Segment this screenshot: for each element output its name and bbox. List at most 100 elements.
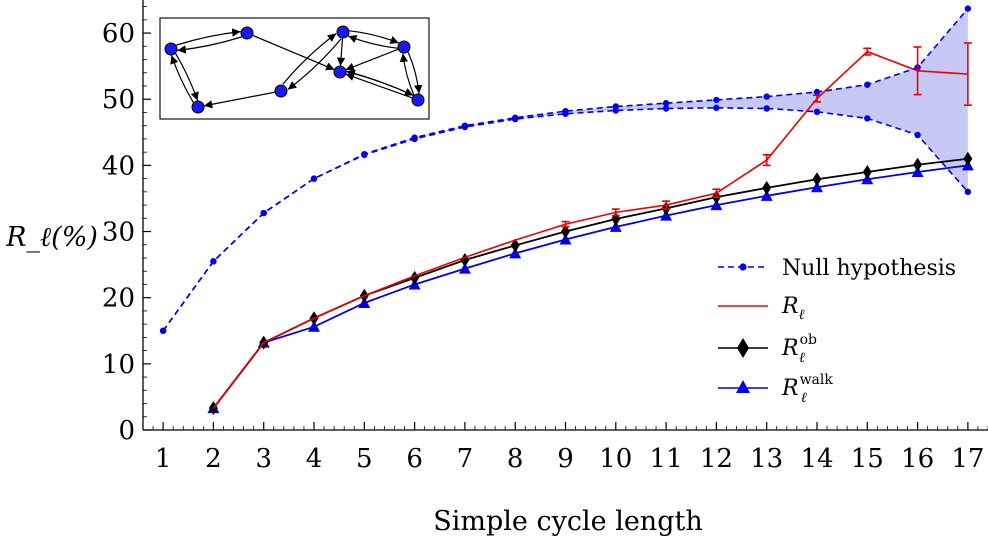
- legend-null-label: Null hypothesis: [782, 256, 956, 281]
- ob-line: [212, 157, 968, 409]
- y-tick-label: 0: [118, 416, 135, 446]
- x-tick-label: 17: [951, 444, 984, 474]
- legend-r-main: R: [781, 294, 799, 319]
- x-tick-label: 15: [851, 444, 884, 474]
- inset-node: [411, 93, 425, 107]
- null-hypothesis-point: [159, 327, 167, 334]
- x-tick-label: 14: [800, 444, 833, 474]
- ob-point: [913, 157, 923, 172]
- ob-point: [862, 165, 872, 179]
- x-tick-label: 13: [750, 444, 783, 474]
- null-hypothesis-point: [864, 115, 871, 122]
- inset-node: [333, 65, 347, 79]
- r-line: [212, 50, 968, 409]
- legend-walk-marker: [736, 380, 750, 393]
- null-hypothesis-point: [964, 5, 972, 12]
- null-hypothesis-point: [461, 123, 469, 131]
- y-tick-label: 50: [102, 85, 135, 115]
- null-hypothesis-point: [361, 151, 368, 158]
- inset-node: [191, 100, 205, 114]
- null-hypothesis-point: [964, 188, 972, 196]
- x-tick-label: 10: [599, 444, 632, 474]
- walk-point: [509, 247, 522, 259]
- inset-edge-arrow: [177, 36, 242, 54]
- null-hypothesis-point: [713, 96, 720, 104]
- inset-node: [397, 40, 411, 54]
- null-hypothesis-lower-line: [162, 107, 969, 332]
- null-hypothesis-point: [763, 105, 770, 112]
- inset-edge-arrow: [252, 34, 335, 71]
- x-axis-label: Simple cycle length: [433, 506, 702, 537]
- y-tick-label: 60: [102, 19, 135, 49]
- inset-node: [164, 42, 178, 56]
- legend-item-ob: Rob ℓ: [718, 332, 817, 366]
- legend-walk-sub: ℓ: [801, 390, 807, 406]
- legend-r-sub: ℓ: [799, 307, 805, 323]
- inset-edge-arrow: [349, 30, 400, 44]
- y-tick-label: 10: [102, 350, 135, 380]
- x-tick-label: 9: [557, 444, 574, 474]
- ob-point: [762, 180, 772, 195]
- inset-node: [274, 84, 288, 98]
- null-hypothesis-point: [713, 104, 720, 112]
- walk-point: [458, 262, 471, 274]
- legend-item-r: Rℓ: [718, 294, 805, 323]
- walk-line: [212, 164, 968, 409]
- null-hypothesis-point: [813, 108, 821, 116]
- null-hypothesis-point: [763, 93, 770, 100]
- null-hypothesis-point: [612, 107, 619, 114]
- x-tick-label: 4: [306, 444, 323, 474]
- null-hypothesis-point: [864, 81, 871, 88]
- null-hypothesis-point: [411, 135, 418, 143]
- inset-node: [336, 25, 350, 39]
- null-hypothesis-point: [662, 105, 670, 112]
- inset-edge-arrow: [176, 28, 241, 46]
- x-tick-label: 12: [700, 444, 733, 474]
- x-tick-label: 6: [406, 444, 423, 474]
- x-tick-label: 5: [356, 444, 373, 474]
- y-tick-label: 20: [102, 284, 135, 314]
- null-hypothesis-point: [512, 115, 519, 123]
- ob-point: [963, 151, 973, 166]
- series-layer: [159, 5, 974, 416]
- x-tick-label: 16: [901, 444, 934, 474]
- null-hypothesis-point: [562, 110, 569, 117]
- null-hypothesis-point: [310, 175, 318, 182]
- legend-item-null-hypothesis: Null hypothesis: [718, 256, 956, 281]
- legend-null-marker: [739, 263, 747, 271]
- legend-ob-sup: ob: [800, 332, 817, 348]
- walk-point: [810, 181, 823, 193]
- x-tick-label: 2: [205, 444, 222, 474]
- x-tick-label: 1: [155, 444, 172, 474]
- legend-ob-main: R: [781, 336, 799, 361]
- inset-edge-arrow: [345, 48, 399, 71]
- null-hypothesis-point: [914, 131, 921, 139]
- x-tick-label: 11: [650, 444, 683, 474]
- inset-edge-arrow: [346, 69, 414, 96]
- y-axis-label: R_ℓ(%): [5, 222, 98, 253]
- null-hypothesis-point: [260, 209, 267, 217]
- inset-edge-arrow: [347, 35, 398, 49]
- legend-walk-sup: walk: [800, 372, 834, 388]
- inset-node: [240, 26, 254, 40]
- inset-graph: [159, 17, 430, 120]
- legend-walk-main: R: [781, 376, 799, 401]
- x-tick-label: 3: [255, 444, 272, 474]
- inset-edge-arrow: [203, 91, 276, 109]
- null-hypothesis-point: [813, 88, 821, 96]
- inset-edge-arrow: [282, 33, 337, 85]
- legend-ob-sub: ℓ: [799, 350, 805, 366]
- inset-edge-arrow: [170, 55, 194, 103]
- legend-ob-label: Rob ℓ: [781, 332, 817, 366]
- x-tick-label: 8: [507, 444, 524, 474]
- ob-point: [510, 238, 520, 253]
- y-tick-label: 30: [102, 218, 135, 248]
- legend-ob-marker: [737, 338, 749, 358]
- null-hypothesis-point: [210, 258, 217, 265]
- y-tick-label: 40: [102, 151, 135, 181]
- ob-point: [460, 252, 470, 267]
- legend-r-label: Rℓ: [781, 294, 805, 323]
- walk-point: [559, 233, 572, 245]
